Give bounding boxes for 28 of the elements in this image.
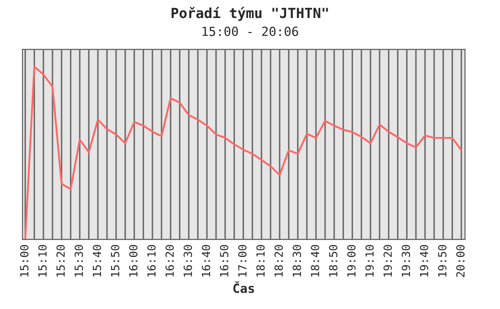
- x-tick-label: 16:00: [129, 245, 138, 276]
- x-tick-label: 18:10: [256, 245, 265, 276]
- x-tick-label: 16:20: [165, 245, 174, 276]
- x-tick-label: 19:30: [402, 245, 410, 276]
- x-tick-label: 16:40: [202, 245, 210, 276]
- x-axis-title: Čas: [233, 281, 254, 294]
- x-tick-label: 15:20: [56, 245, 65, 276]
- x-tick-label: 15:40: [92, 245, 102, 276]
- x-tick-label: 19:00: [347, 245, 356, 276]
- x-tick-label: 15:30: [74, 245, 83, 276]
- x-tick-label: 18:40: [310, 245, 320, 276]
- x-tick-label: 15:50: [110, 245, 120, 276]
- x-tick-label: 17:00: [238, 245, 247, 276]
- x-tick-label: 18:30: [292, 245, 302, 276]
- x-tick-label: 19:50: [438, 245, 446, 276]
- x-tick-label: 15:00: [20, 245, 28, 276]
- chart-title: Pořadí týmu "JTHTN": [172, 6, 328, 21]
- x-tick-label: 15:10: [38, 245, 47, 276]
- x-tick-label: 18:50: [329, 245, 338, 276]
- x-tick-label: 16:10: [147, 245, 156, 276]
- x-tick-label: 16:30: [184, 245, 192, 276]
- chart-subtitle: 15:00 - 20:06: [202, 26, 298, 36]
- x-tick-label: 18:20: [274, 245, 283, 276]
- x-tick-label: 20:00: [456, 245, 465, 277]
- x-tick-label: 19:20: [384, 245, 392, 276]
- x-tick-label: 16:50: [220, 245, 228, 276]
- x-tick-label: 19:40: [420, 245, 428, 276]
- x-tick-label: 19:10: [365, 245, 374, 276]
